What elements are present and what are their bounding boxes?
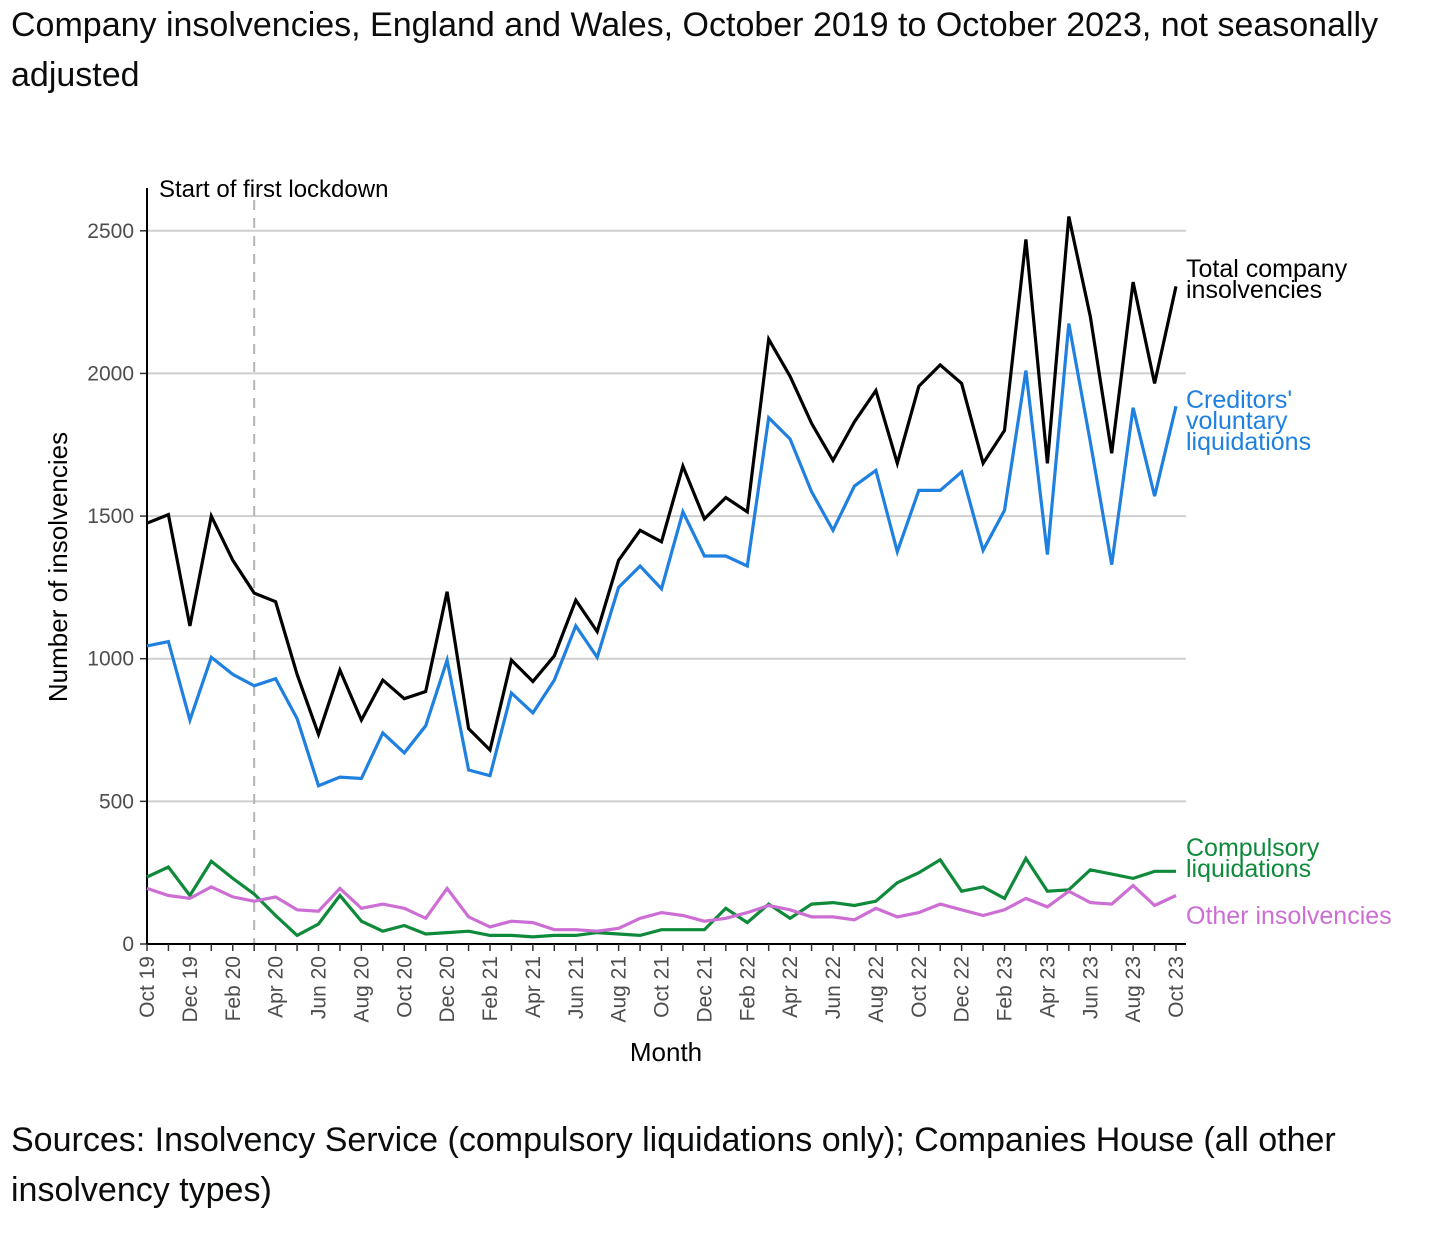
- series-line: [146, 883, 1177, 933]
- x-tick-label: Aug 21: [608, 956, 631, 1023]
- x-tick-label: Aug 23: [1122, 956, 1145, 1023]
- x-tick-label: Feb 23: [994, 956, 1017, 1021]
- annotation-layer: Start of first lockdown: [159, 176, 388, 944]
- chart-title: Company insolvencies, England and Wales,…: [11, 6, 1379, 94]
- source-note: Sources: Insolvency Service (compulsory …: [11, 1121, 1336, 1209]
- x-axis-title: Month: [630, 1037, 702, 1067]
- x-tick-label: Dec 20: [436, 956, 459, 1023]
- series-line: [146, 323, 1178, 788]
- series-label-line: insolvencies: [1186, 276, 1322, 304]
- series-label-line: Total company: [1186, 255, 1348, 283]
- y-tick-label: 500: [99, 790, 134, 813]
- series-label-line: liquidations: [1186, 855, 1311, 883]
- x-tick-label: Apr 21: [522, 956, 545, 1018]
- x-tick-label: Oct 20: [393, 956, 416, 1018]
- series-label-line: Compulsory: [1186, 834, 1320, 862]
- x-tick-label: Oct 22: [908, 956, 931, 1018]
- series-line: [146, 855, 1176, 939]
- series-label-line: Creditors': [1186, 386, 1292, 414]
- x-tick-label: Aug 22: [865, 956, 888, 1023]
- series-label: Creditors' voluntary liquidations: [1186, 386, 1311, 456]
- lockdown-annotation: Start of first lockdown: [159, 176, 388, 203]
- series-label-line: liquidations: [1186, 428, 1311, 456]
- series-label-line: Other insolvencies: [1186, 902, 1392, 930]
- x-tick-label: Oct 23: [1165, 956, 1188, 1018]
- x-tick-label: Dec 19: [179, 956, 202, 1023]
- x-tick-label: Oct 21: [651, 956, 674, 1018]
- series-label: Other insolvencies: [1186, 902, 1392, 930]
- x-tick-label: Aug 20: [350, 956, 373, 1023]
- x-tick-label: Feb 20: [222, 956, 245, 1021]
- y-axis-title: Number of insolvencies: [43, 432, 73, 702]
- x-tick-label: Apr 22: [779, 956, 802, 1018]
- y-tick-label: 1500: [87, 505, 134, 528]
- y-tick-label: 2500: [87, 220, 134, 243]
- series-label-line: voluntary: [1186, 407, 1288, 435]
- x-tick-label: Jun 22: [822, 956, 845, 1019]
- x-tick-label: Oct 19: [136, 956, 159, 1018]
- x-tick-label: Apr 20: [265, 956, 288, 1018]
- gridlines: [147, 229, 1186, 803]
- x-tick-label: Feb 22: [736, 956, 759, 1021]
- series-line: [146, 216, 1178, 754]
- x-tick-label: Jun 23: [1079, 956, 1102, 1019]
- y-tick-label: 2000: [87, 362, 134, 385]
- x-tick-label: Feb 21: [479, 956, 502, 1021]
- series-labels: Total company insolvencies Creditors' volun…: [1186, 255, 1392, 930]
- x-tick-label: Jun 20: [308, 956, 331, 1019]
- x-tick-label: Jun 21: [565, 956, 588, 1019]
- axes: 0 500 1000 1500 2000 2500 Oct 19 Dec 19 Feb 20 Ap…: [87, 188, 1188, 1023]
- series-layer: [146, 216, 1178, 939]
- x-tick-label: Dec 21: [693, 956, 716, 1023]
- x-tick-label: Apr 23: [1036, 956, 1059, 1018]
- series-label: Total company insolvencies: [1186, 255, 1348, 304]
- x-tick-label: Dec 22: [951, 956, 974, 1023]
- series-label: Compulsory liquidations: [1186, 834, 1320, 883]
- y-tick-label: 1000: [87, 648, 134, 671]
- y-tick-label: 0: [122, 933, 134, 956]
